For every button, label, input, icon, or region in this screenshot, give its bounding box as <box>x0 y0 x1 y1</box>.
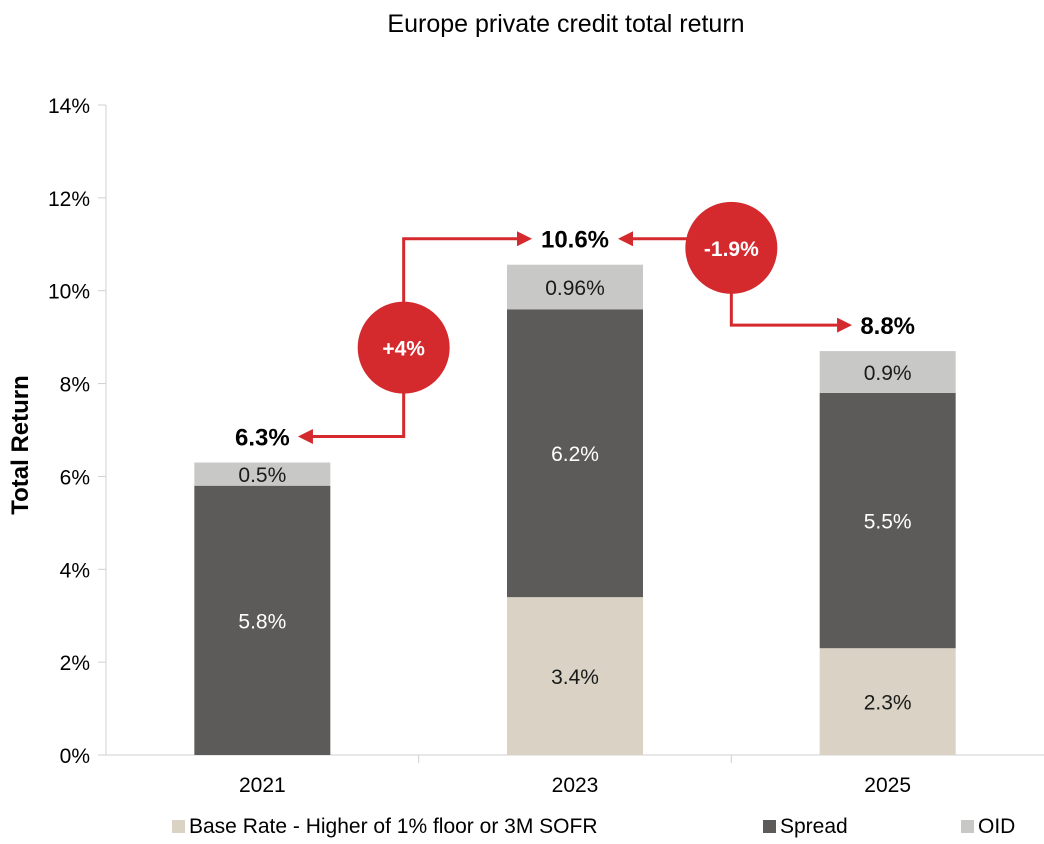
legend-swatch <box>961 820 974 833</box>
x-tick-label: 2021 <box>239 774 286 797</box>
bar-segment <box>194 485 331 755</box>
legend-label: Spread <box>780 815 848 838</box>
x-axis: 2021 2023 2025 <box>106 754 1044 797</box>
arrow-head <box>618 231 633 247</box>
chart-title: Europe private credit total return <box>387 10 744 38</box>
total-label: 10.6% <box>541 227 609 254</box>
change-badge-label: -1.9% <box>704 238 759 261</box>
legend-swatch <box>172 820 185 833</box>
bar-segment <box>507 597 643 755</box>
segment-label: 0.96% <box>545 277 605 300</box>
arrow-head <box>837 317 853 333</box>
legend-item: Base Rate - Higher of 1% floor or 3M SOF… <box>172 815 598 838</box>
segment-labels: 5.8% 0.5% 3.4% 6.2% 0.96% 2.3% 5.5% 0.9% <box>238 277 911 715</box>
change-annotation: -1.9% <box>626 201 845 327</box>
arrow-head <box>517 231 532 247</box>
y-tick-label: 12% <box>48 188 90 211</box>
total-label: 8.8% <box>860 313 915 340</box>
segment-label: 5.8% <box>238 610 286 633</box>
change-badge <box>685 201 778 294</box>
segment-label: 0.5% <box>238 464 286 487</box>
total-labels: 6.3% 10.6% 8.8% <box>235 227 915 452</box>
change-badge <box>357 301 450 394</box>
bar-segment <box>819 392 956 649</box>
y-tick-label: 2% <box>60 652 90 675</box>
legend-item: OID <box>961 815 1015 838</box>
segment-label: 6.2% <box>551 443 599 466</box>
x-tick-label: 2023 <box>552 774 599 797</box>
y-tick-label: 0% <box>60 745 90 768</box>
x-tick-label: 2025 <box>864 774 911 797</box>
bars <box>194 264 956 755</box>
legend-item: Spread <box>763 815 848 838</box>
y-axis-label: Total Return <box>7 375 34 515</box>
legend: Base Rate - Higher of 1% floor or 3M SOF… <box>172 815 1015 838</box>
bar-segment <box>819 648 956 755</box>
arrow-head <box>297 429 313 444</box>
y-tick-label: 10% <box>48 281 90 304</box>
y-tick-label: 14% <box>48 95 90 118</box>
segment-label: 3.4% <box>551 666 599 689</box>
segment-label: 2.3% <box>864 692 912 715</box>
legend-swatch <box>763 820 776 833</box>
bar-segment <box>507 309 643 598</box>
y-tick-label: 6% <box>60 466 90 489</box>
y-tick-label: 8% <box>60 374 90 397</box>
change-annotations: +4% -1.9% <box>297 201 853 444</box>
change-annotation: +4% <box>305 237 524 438</box>
total-label: 6.3% <box>235 425 290 452</box>
legend-label: Base Rate - Higher of 1% floor or 3M SOF… <box>189 815 598 838</box>
y-tick-label: 4% <box>60 559 90 582</box>
segment-label: 5.5% <box>864 511 912 534</box>
bar-segment <box>819 351 956 393</box>
change-badge-label: +4% <box>382 338 425 361</box>
legend-label: OID <box>978 815 1015 838</box>
y-axis: 0% 2% 4% 6% 8% 10% 12% 14% <box>48 95 107 768</box>
bar-segment <box>507 264 643 310</box>
segment-label: 0.9% <box>864 362 912 385</box>
bar-segment <box>194 462 331 486</box>
